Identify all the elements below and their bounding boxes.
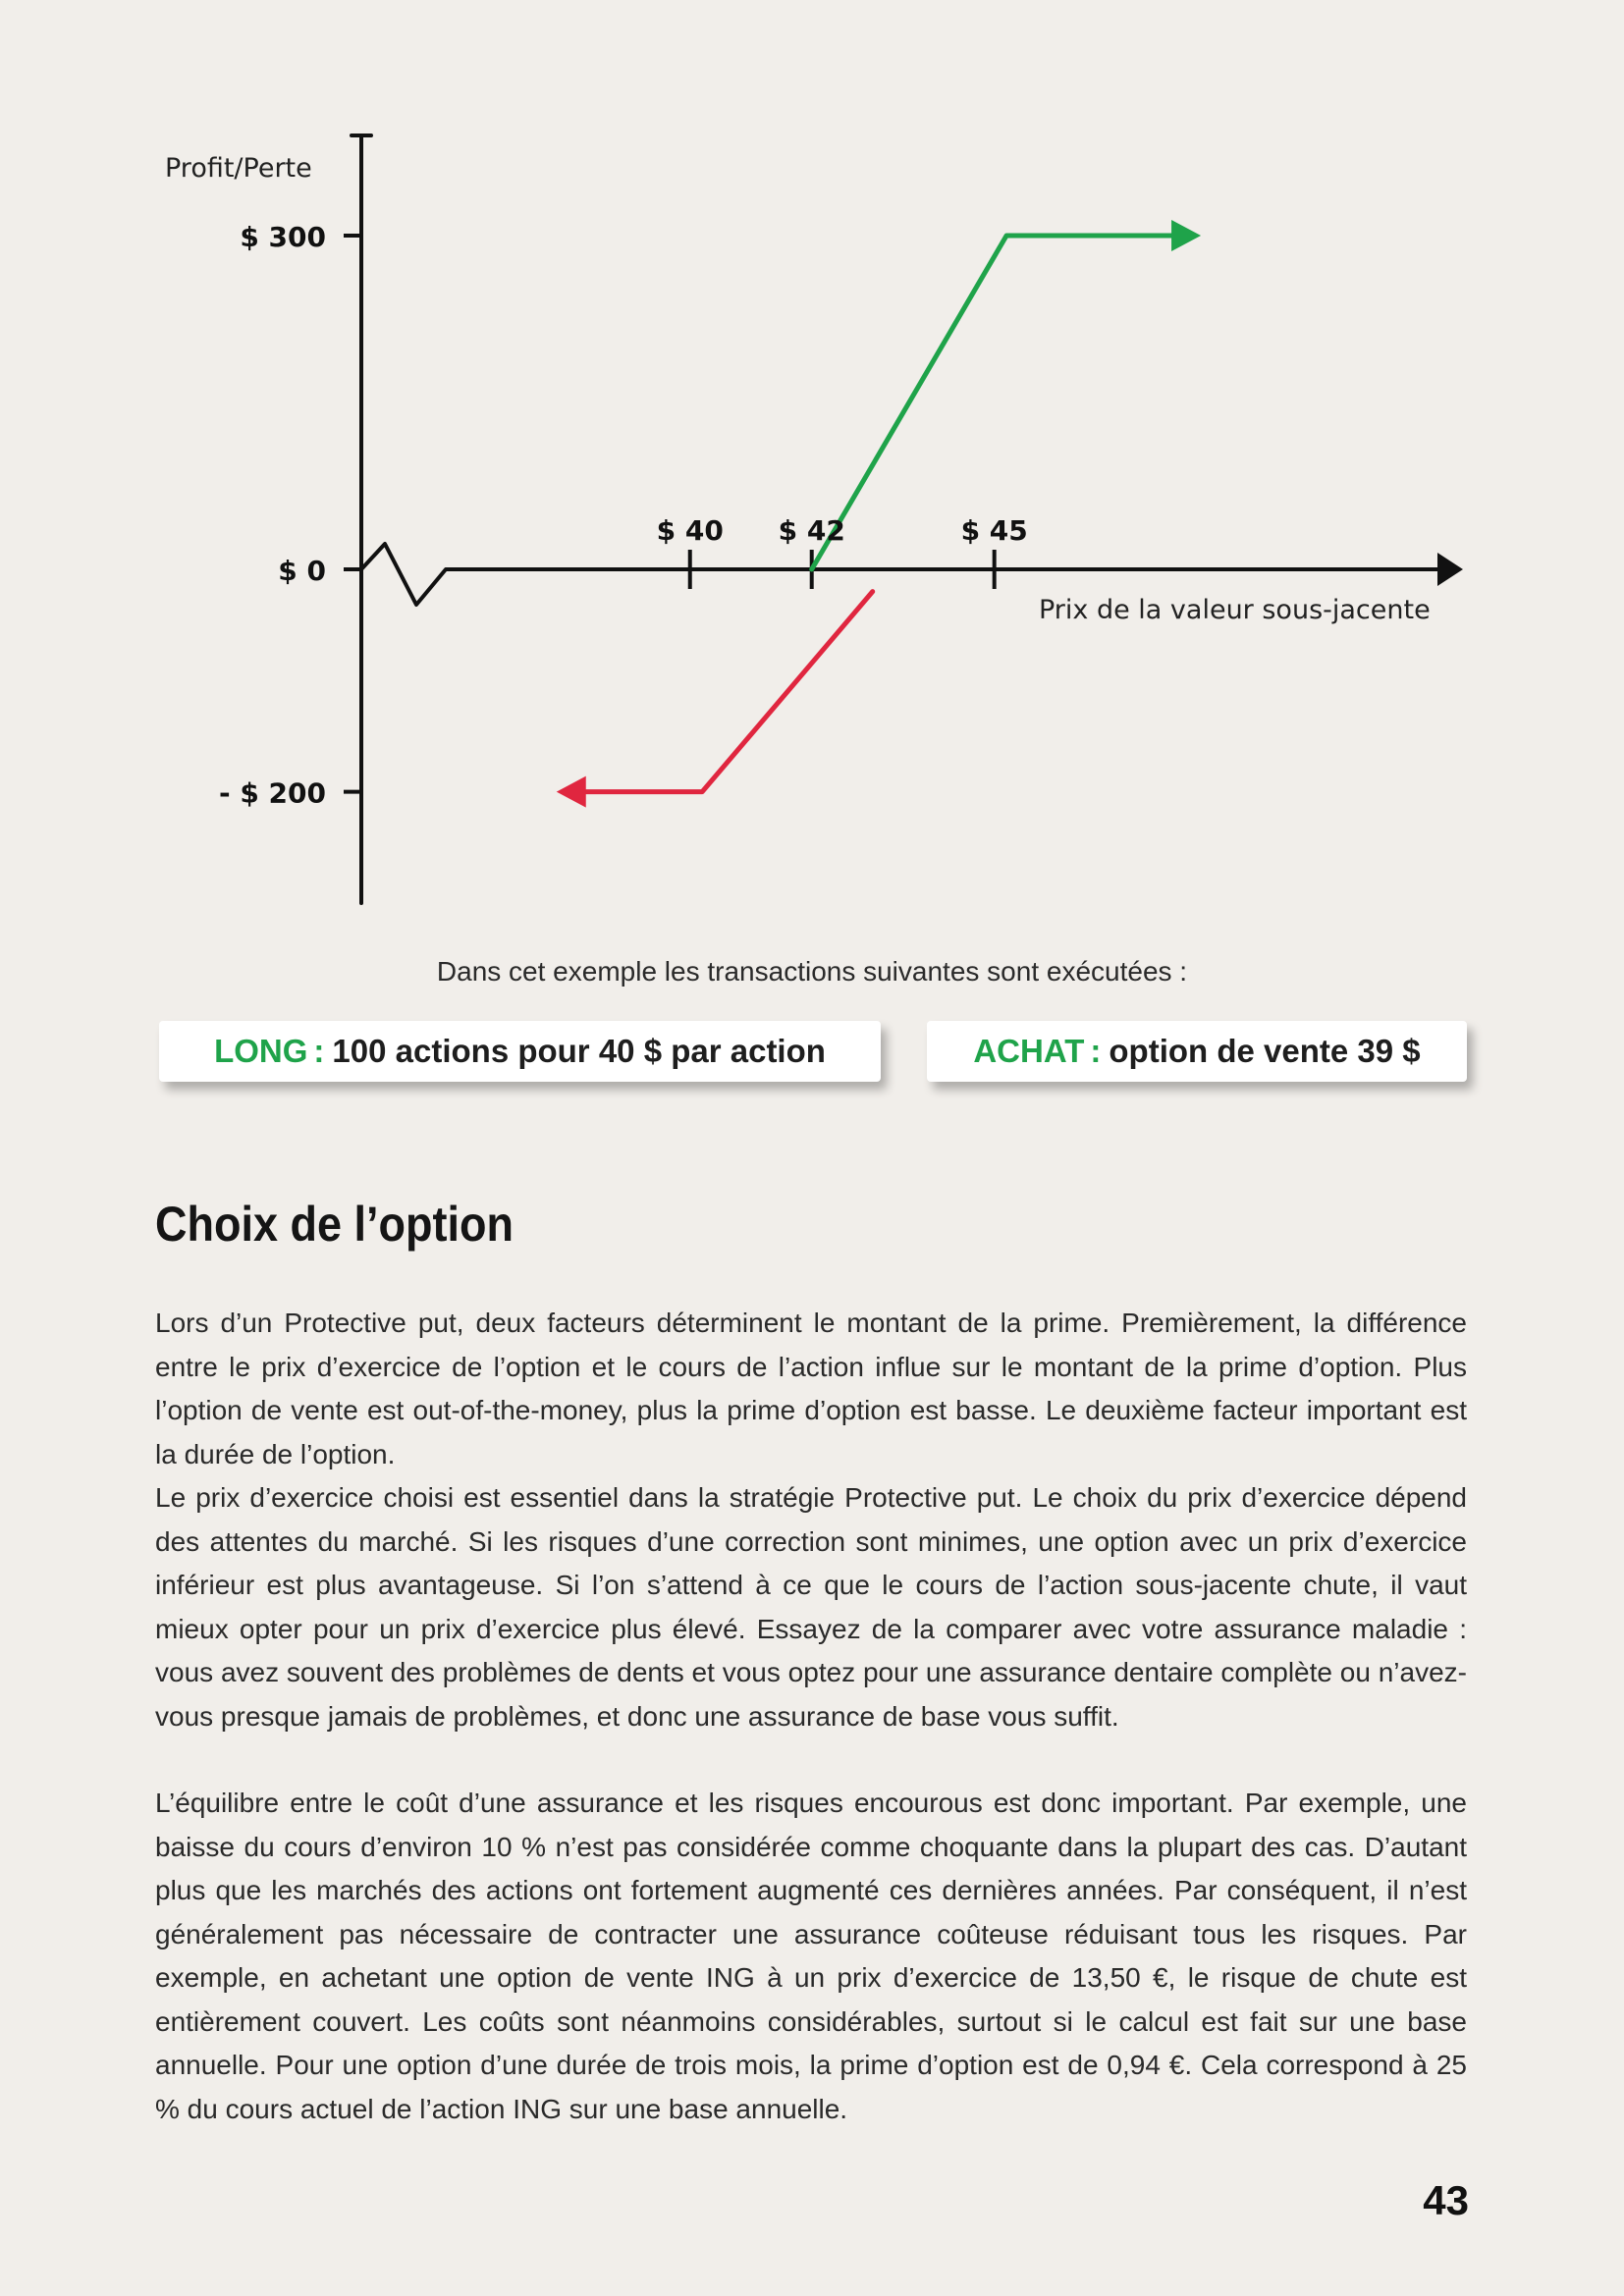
payoff-chart: $ 300 $ 0 - $ 200 $ 40 $ 42 $ 45 Profit/Perte P…: [165, 133, 1463, 905]
transaction-text: option de vente 39 $: [1109, 1033, 1421, 1069]
chart-series: [556, 220, 1202, 808]
y-tick-label: $ 300: [240, 221, 326, 253]
chart-labels: $ 300 $ 0 - $ 200 $ 40 $ 42 $ 45 Profit/Perte P…: [165, 153, 1431, 810]
chart-axes: [344, 133, 1463, 905]
section-heading: Choix de l’option: [155, 1197, 514, 1252]
y-tick-label: - $ 200: [219, 777, 326, 810]
page-number: 43: [1423, 2177, 1469, 2223]
series-line: [566, 589, 876, 795]
paragraph: L’équilibre entre le coût d’une assuranc…: [155, 1788, 1467, 2124]
transaction-box-achat: ACHAT: option de vente 39 $: [927, 1021, 1467, 1082]
x-axis-title: Prix de la valeur sous-jacente: [1039, 595, 1431, 625]
x-axis: [359, 542, 1447, 607]
paragraph: Le prix d’exercice choisi est essentiel …: [155, 1482, 1467, 1732]
transaction-separator: :: [313, 1033, 325, 1069]
transaction-tag: LONG: [214, 1033, 308, 1069]
x-tick-label: $ 45: [961, 514, 1028, 547]
x-tick-label: $ 42: [779, 514, 845, 547]
series-line: [809, 233, 1192, 572]
transaction-box-long: LONG:100 actions pour 40 $ par action: [159, 1021, 881, 1082]
transaction-separator: :: [1090, 1033, 1102, 1069]
transaction-text: 100 actions pour 40 $ par action: [332, 1033, 826, 1069]
x-axis-arrow: [1437, 553, 1463, 586]
paragraph: Lors d’un Protective put, deux facteurs …: [155, 1308, 1467, 1469]
series-arrow: [1171, 220, 1202, 251]
series-arrow: [556, 775, 586, 808]
y-axis-title: Profit/Perte: [165, 153, 312, 184]
x-tick-label: $ 40: [657, 514, 724, 547]
chart-caption: Dans cet exemple les transactions suivan…: [436, 956, 1188, 987]
y-tick-label: $ 0: [278, 555, 326, 587]
transaction-tag: ACHAT: [973, 1033, 1085, 1069]
